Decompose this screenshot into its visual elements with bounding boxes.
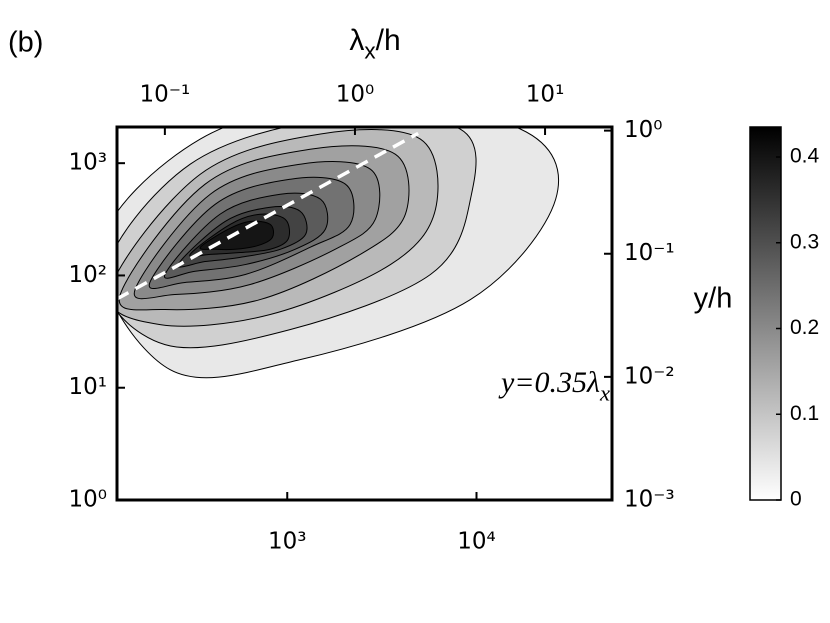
plot-frame xyxy=(115,125,614,502)
x-tick-label: 10³ xyxy=(268,529,307,555)
right-axis-label: y/h xyxy=(694,283,733,315)
top-axis-label: λx/h xyxy=(349,24,400,64)
y-tick-label: 10³ xyxy=(69,150,108,176)
colorbar-tick-label: 0.2 xyxy=(790,316,819,339)
y2-tick-label: 10⁻¹ xyxy=(624,240,675,266)
y2-tick-label: 10⁻² xyxy=(624,363,675,389)
y-tick-label: 10¹ xyxy=(69,374,108,400)
x2-tick-label: 10⁰ xyxy=(336,82,375,108)
y2-tick-label: 10⁰ xyxy=(624,117,663,143)
colorbar-tick-label: 0.1 xyxy=(790,402,819,425)
x2-tick-label: 10⁻¹ xyxy=(140,82,191,108)
plot-area xyxy=(117,127,560,379)
panel-label: (b) xyxy=(8,27,43,59)
y-tick-label: 10⁰ xyxy=(69,487,108,513)
colorbar-tick-label: 0.4 xyxy=(790,145,820,168)
colorbar-tick-label: 0.3 xyxy=(790,230,819,253)
x-tick-label: 10⁴ xyxy=(457,529,496,555)
x2-tick-label: 10¹ xyxy=(526,82,565,108)
fit-line xyxy=(117,131,419,301)
colorbar-tick-label: 0 xyxy=(790,488,802,511)
y2-tick-label: 10⁻³ xyxy=(624,487,675,513)
annotation: y=0.35λx xyxy=(498,366,610,406)
colorbar xyxy=(749,126,782,501)
y-tick-label: 10² xyxy=(69,262,108,288)
